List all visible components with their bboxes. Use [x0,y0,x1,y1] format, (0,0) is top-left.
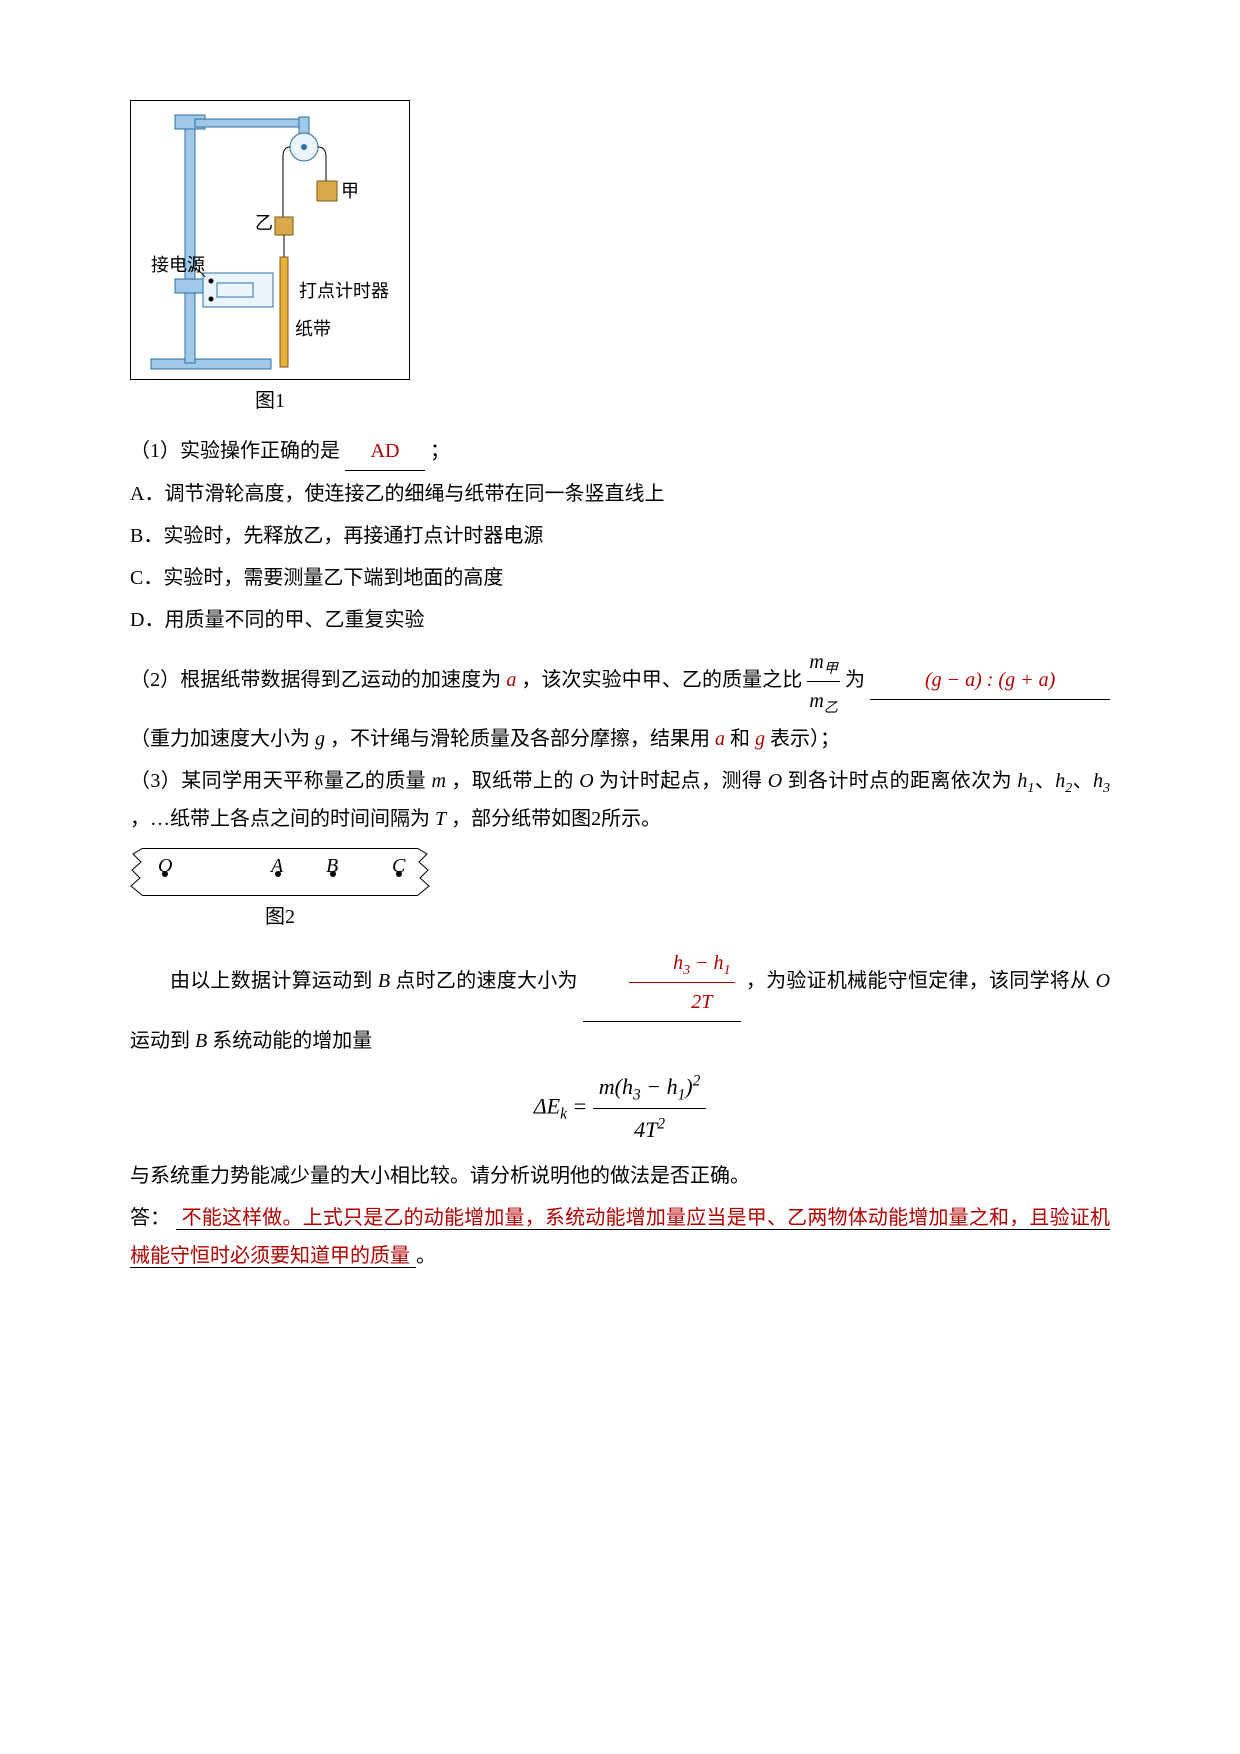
pt-label-O: O [158,847,172,885]
pt-B [330,871,336,877]
q3-formula: ΔEk = m(h3 − h1)2 4T2 [130,1066,1110,1151]
label-jia: 甲 [341,181,359,201]
q3-compare: 与系统重力势能减少量的大小相比较。请分析说明他的做法是否正确。 [130,1157,1110,1195]
pt-label-C: C [392,847,405,885]
q1-answer: AD [345,432,425,471]
q1-opt-A: A．调节滑轮高度，使连接乙的细绳与纸带在同一条竖直线上 [130,475,1110,513]
figure-1-caption: 图1 [130,382,410,420]
label-tape: 纸带 [295,319,331,339]
q3-answer-block: 答： 不能这样做。上式只是乙的动能增加量，系统动能增加量应当是甲、乙两物体动能增… [130,1199,1110,1275]
figure-2-tape: O A B C [130,848,430,896]
label-yi: 乙 [255,213,273,233]
label-power: 接电源 [151,255,205,275]
q1-opt-D: D．用质量不同的甲、乙重复实验 [130,601,1110,639]
q2-text: （2）根据纸带数据得到乙运动的加速度为 a ，该次实验中甲、乙的质量之比 m甲 … [130,643,1110,758]
q1-lead: （1）实验操作正确的是 AD ； [130,432,1110,471]
label-timer: 打点计时器 [299,281,389,301]
q3-after-fig: 由以上数据计算运动到 B 点时乙的速度大小为 h3 − h1 2T ，为验证机械… [130,944,1110,1060]
figure-1-drawing: 甲 乙 接电源 打点计时器 纸带 [130,100,410,380]
pt-label-B: B [326,847,338,885]
q3-lead: （3）某同学用天平称量乙的质量 m ，取纸带上的 O 为计时起点，测得 O 到各… [130,762,1110,838]
q1-opt-B: B．实验时，先释放乙，再接通打点计时器电源 [130,517,1110,555]
pt-A [275,871,281,877]
pt-O [162,871,168,877]
figure-2: O A B C 图2 [130,848,1110,936]
figure-2-caption: 图2 [130,898,430,936]
pt-C [396,871,402,877]
q3-v-answer: h3 − h1 2T [583,944,741,1022]
q3-final-answer: 不能这样做。上式只是乙的动能增加量，系统动能增加量应当是甲、乙两物体动能增加量之… [130,1207,1110,1268]
q2-answer: (g − a) : (g + a) [870,661,1110,700]
pt-label-A: A [271,847,283,885]
q1-opt-C: C．实验时，需要测量乙下端到地面的高度 [130,559,1110,597]
figure-1: 甲 乙 接电源 打点计时器 纸带 图1 [130,100,1110,420]
